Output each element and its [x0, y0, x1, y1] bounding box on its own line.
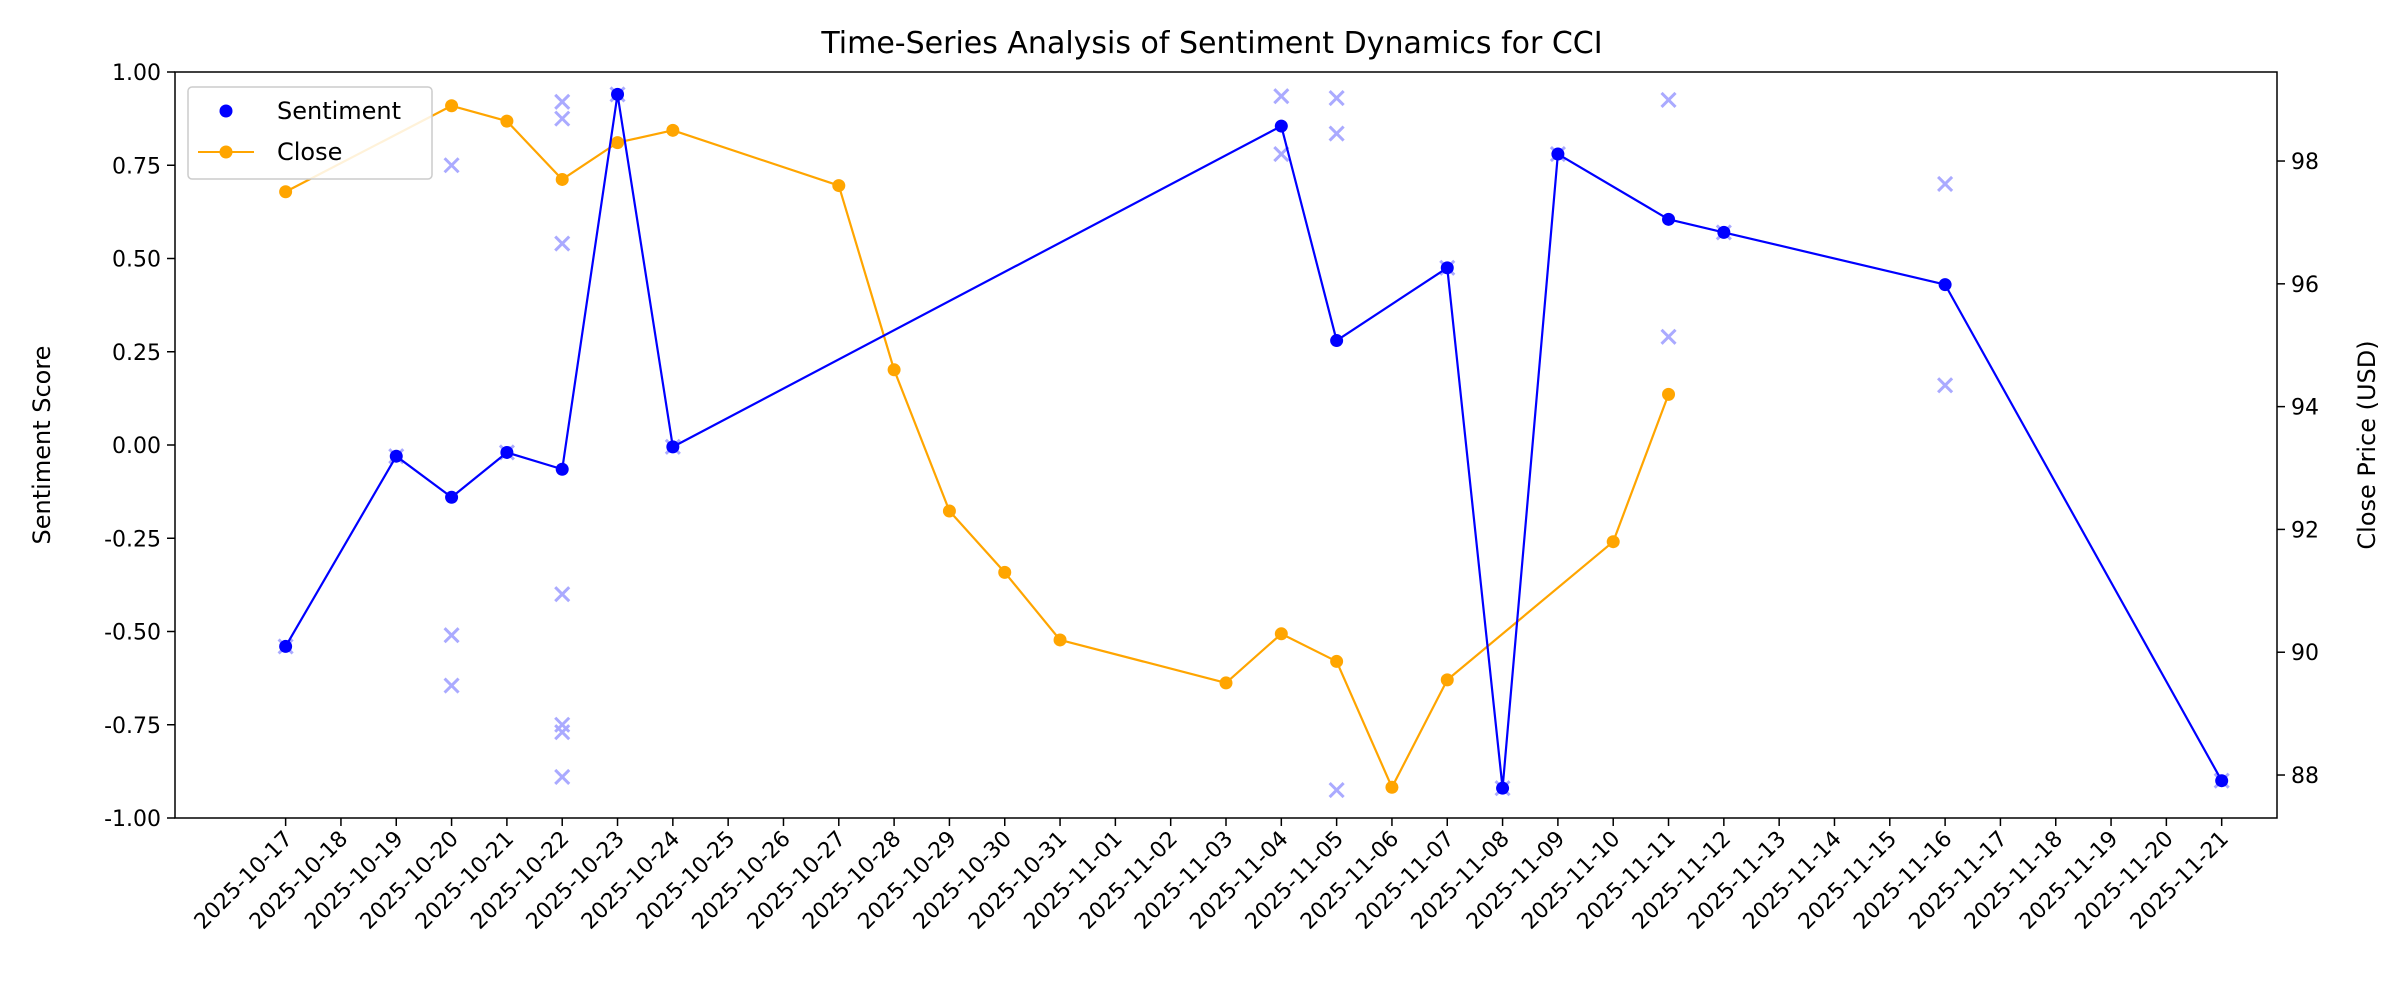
close-point	[1219, 676, 1233, 690]
raw-sentiment-layer	[277, 86, 2230, 799]
raw-sentiment-point	[554, 93, 571, 110]
raw-sentiment-point	[554, 235, 571, 252]
close-point	[887, 363, 901, 377]
raw-sentiment-point	[554, 768, 571, 786]
close-point	[555, 172, 569, 186]
y-right-tick-label: 96	[2291, 273, 2319, 298]
y-right-tick-label: 94	[2291, 396, 2319, 421]
raw-sentiment-point	[1937, 175, 1954, 192]
raw-sentiment-point	[1328, 781, 1345, 799]
close-point	[500, 114, 514, 128]
legend-close-label: Close	[277, 138, 342, 166]
legend-sentiment-label: Sentiment	[277, 97, 401, 125]
close-line	[285, 104, 1670, 789]
y-left-tick-label: -0.75	[104, 714, 161, 739]
y-left-tick-label: 0.00	[112, 434, 161, 459]
raw-sentiment-point	[1937, 377, 1954, 394]
legend-box	[187, 86, 433, 180]
y-left-tick-label: 0.50	[112, 248, 161, 273]
y-left-tick-label: 1.00	[112, 61, 161, 86]
close-point	[1330, 654, 1344, 668]
raw-sentiment-point	[1273, 145, 1290, 163]
sentiment-point	[666, 440, 680, 454]
raw-sentiment-point	[443, 627, 460, 644]
sentiment-point	[500, 445, 514, 459]
close-point	[1440, 673, 1454, 687]
close-point	[998, 565, 1012, 579]
sentiment-point	[611, 87, 625, 101]
close-point	[445, 99, 459, 113]
close-point	[279, 185, 293, 199]
close-point	[832, 179, 846, 193]
sentiment-line	[284, 93, 2223, 790]
legend-close-marker	[219, 145, 233, 159]
sentiment-point	[2215, 774, 2229, 788]
sentiment-point	[1274, 119, 1288, 133]
legend: Sentiment Close	[187, 86, 433, 180]
close-point	[611, 136, 625, 150]
y-axis-right-label: Close Price (USD)	[2353, 340, 2381, 549]
y-left-tick-label: -1.00	[104, 807, 161, 832]
raw-sentiment-point	[1328, 125, 1345, 142]
close-point	[1662, 387, 1676, 401]
raw-sentiment-point	[554, 110, 571, 127]
close-point	[1274, 627, 1288, 641]
sentiment-point	[1440, 261, 1454, 275]
raw-sentiment-point	[1273, 88, 1290, 105]
legend-sentiment-marker	[219, 104, 233, 118]
sentiment-point	[1717, 225, 1731, 239]
sentiment-point	[1330, 334, 1344, 348]
raw-sentiment-point	[1328, 90, 1345, 107]
raw-sentiment-point	[443, 677, 460, 694]
y-left-tick-label: -0.25	[104, 527, 161, 552]
sentiment-point	[1938, 278, 1952, 292]
y-axis-right: 88 90 92 94 96 98	[2277, 150, 2319, 789]
y-axis-left: -1.00 -0.75 -0.50 -0.25 0.00 0.25 0.50 0.75 1.00	[104, 61, 175, 832]
sentiment-point	[1496, 781, 1510, 795]
close-point	[942, 504, 956, 518]
y-left-tick-label: -0.50	[104, 621, 161, 646]
sentiment-point	[389, 449, 403, 463]
raw-sentiment-point	[1660, 91, 1677, 109]
close-point	[1053, 633, 1067, 647]
close-series-layer	[279, 99, 1676, 794]
sentiment-point	[555, 462, 569, 476]
y-right-tick-label: 92	[2291, 518, 2319, 543]
y-left-tick-label: 0.25	[112, 341, 161, 366]
raw-sentiment-point	[554, 586, 571, 603]
sentiment-point	[1551, 147, 1565, 161]
close-point	[1385, 780, 1399, 794]
y-right-tick-label: 98	[2291, 150, 2319, 175]
chart-title: Time-Series Analysis of Sentiment Dynami…	[820, 26, 1602, 61]
raw-sentiment-point	[554, 724, 571, 741]
sentiment-point	[445, 490, 459, 504]
sentiment-point	[1662, 212, 1676, 226]
close-point	[1606, 535, 1620, 549]
y-axis-left-label: Sentiment Score	[28, 346, 56, 545]
y-left-tick-label: 0.75	[112, 154, 161, 179]
raw-sentiment-point	[1660, 328, 1677, 345]
y-right-tick-label: 90	[2291, 641, 2319, 666]
close-point	[666, 123, 680, 137]
raw-sentiment-point	[443, 157, 460, 174]
sentiment-series-layer	[279, 87, 2229, 795]
sentiment-point	[279, 639, 293, 653]
y-right-tick-label: 88	[2291, 764, 2319, 789]
